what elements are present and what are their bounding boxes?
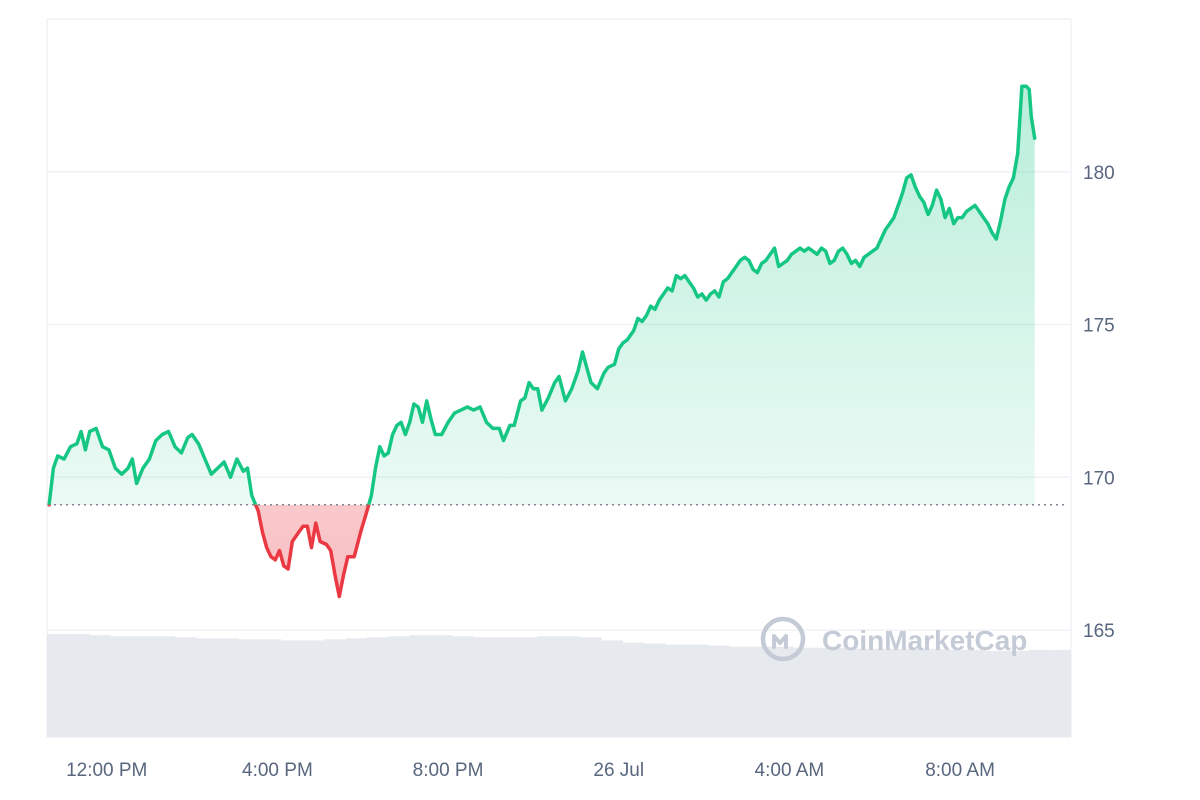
y-tick-label: 165 <box>1083 621 1115 642</box>
volume-bar <box>153 636 175 737</box>
volume-bar <box>111 636 133 737</box>
axes: 165 170 175 180 12:00 PM 4:00 PM 8:00 PM 26 Jul… <box>66 163 1115 781</box>
volume-bar <box>495 637 517 737</box>
volume-bar <box>409 635 431 737</box>
volume-bar <box>431 635 453 737</box>
volume-bar <box>857 648 879 737</box>
x-tick-label: 4:00 PM <box>242 760 313 781</box>
volume-bar <box>68 634 90 737</box>
volume-bar <box>1007 650 1029 737</box>
volume-bar <box>879 648 901 737</box>
volume-bar <box>367 637 389 737</box>
volume-bar <box>751 646 773 737</box>
volume-bar <box>47 634 69 737</box>
x-tick-label: 26 Jul <box>593 760 644 781</box>
volume-bar <box>239 639 261 737</box>
area-fill-up <box>49 86 1035 505</box>
volume-bar <box>644 643 666 737</box>
x-tick-label: 8:00 AM <box>925 760 995 781</box>
volume-bar <box>580 637 602 737</box>
volume-bar <box>537 636 559 737</box>
volume-bar <box>708 645 730 737</box>
volume-bar <box>985 650 1007 737</box>
watermark: CoinMarketCap <box>760 616 1027 662</box>
volume-bar <box>900 648 922 737</box>
volume-bar <box>793 647 815 737</box>
x-tick-label: 12:00 PM <box>66 760 147 781</box>
volume-bar <box>132 636 154 737</box>
coinmarketcap-logo-icon <box>760 616 806 662</box>
price-line-up <box>47 84 1037 505</box>
volume-bar <box>260 639 282 737</box>
volume-bar <box>345 638 367 737</box>
volume-bar <box>815 647 837 737</box>
price-area <box>49 86 1035 597</box>
area-fill-down <box>49 504 1035 597</box>
volume-bar <box>1049 649 1071 737</box>
volume-bar <box>665 644 687 737</box>
y-tick-label: 180 <box>1083 163 1115 184</box>
volume-bar <box>452 636 474 737</box>
volume-bar <box>217 638 239 737</box>
volume-bar <box>473 637 495 737</box>
volume-bar <box>324 639 346 737</box>
volume-bar <box>836 647 858 737</box>
volume-bar <box>175 637 197 737</box>
x-tick-label: 8:00 PM <box>413 760 484 781</box>
volume-bar <box>388 636 410 737</box>
y-tick-label: 175 <box>1083 316 1115 337</box>
volume-bar <box>196 638 218 737</box>
volume-bar <box>303 640 325 737</box>
volume-bar <box>964 649 986 737</box>
volume-bar <box>601 640 623 737</box>
volume-bar <box>89 635 111 737</box>
volume-bar <box>281 640 303 737</box>
x-tick-label: 4:00 AM <box>755 760 825 781</box>
volume-bars <box>47 634 1071 737</box>
watermark-text: CoinMarketCap <box>822 625 1027 656</box>
volume-bar <box>516 637 538 737</box>
volume-bar <box>921 648 943 737</box>
y-tick-label: 170 <box>1083 468 1115 489</box>
volume-bar <box>1028 649 1050 737</box>
volume-bar <box>943 649 965 737</box>
volume-bar <box>772 646 794 737</box>
volume-bar <box>687 644 709 737</box>
volume-bar <box>559 636 581 737</box>
price-line <box>47 84 1037 599</box>
volume-bar <box>729 646 751 737</box>
volume-bar <box>623 642 645 737</box>
